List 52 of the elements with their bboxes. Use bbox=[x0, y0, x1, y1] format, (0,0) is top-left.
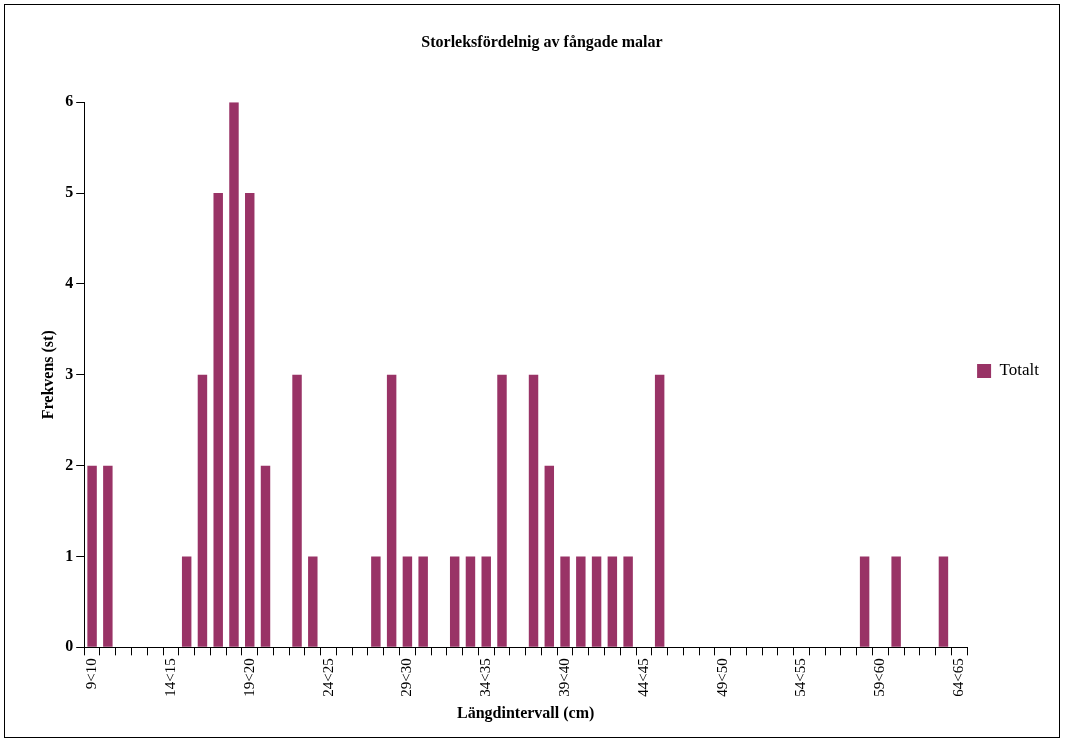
x-tick-label: 14<15 bbox=[161, 658, 178, 697]
bar bbox=[544, 465, 555, 647]
bar bbox=[481, 556, 491, 647]
x-tick-label: 39<40 bbox=[556, 658, 572, 697]
bar bbox=[213, 193, 223, 647]
bar bbox=[623, 556, 633, 647]
x-axis-title: Längdintervall (cm) bbox=[456, 703, 595, 722]
bar bbox=[497, 374, 507, 647]
y-tick-label: 5 bbox=[65, 183, 74, 201]
bar bbox=[371, 556, 381, 647]
x-tick-label: 9<10 bbox=[83, 658, 100, 690]
y-tick-label: 4 bbox=[65, 274, 74, 292]
bar bbox=[87, 465, 97, 647]
x-tick-label: 19<20 bbox=[240, 658, 257, 697]
y-tick-label: 2 bbox=[65, 455, 74, 473]
chart-title: Storleksfördelnig av fångade malar bbox=[421, 32, 663, 51]
x-tick-label: 54<55 bbox=[792, 658, 809, 697]
bar bbox=[938, 556, 949, 647]
bar bbox=[576, 556, 586, 647]
x-tick-label: 29<30 bbox=[398, 658, 415, 697]
bar bbox=[528, 374, 539, 647]
legend-label: Totalt bbox=[999, 360, 1040, 380]
bar bbox=[245, 193, 255, 647]
bar bbox=[591, 556, 602, 647]
bar bbox=[260, 465, 271, 647]
bar bbox=[449, 556, 460, 647]
x-tick-label: 49<50 bbox=[713, 658, 730, 697]
bar bbox=[292, 374, 302, 647]
bar bbox=[181, 556, 192, 647]
bar bbox=[197, 374, 208, 647]
bar bbox=[402, 556, 413, 647]
bar bbox=[103, 465, 113, 647]
bar bbox=[465, 556, 476, 647]
y-axis-title: Frekvens (st) bbox=[38, 330, 57, 420]
x-tick-label: 34<35 bbox=[477, 658, 494, 697]
bar bbox=[891, 556, 901, 647]
bar bbox=[560, 556, 570, 647]
bar bbox=[859, 556, 870, 647]
bar bbox=[386, 374, 397, 647]
bar bbox=[418, 556, 428, 647]
bar bbox=[229, 102, 239, 647]
y-tick-label: 6 bbox=[65, 92, 74, 110]
x-tick-label: 59<60 bbox=[871, 658, 888, 697]
x-tick-label: 24<25 bbox=[319, 658, 336, 697]
x-tick-label: 64<65 bbox=[950, 658, 967, 697]
bar bbox=[607, 556, 618, 647]
y-tick-label: 0 bbox=[65, 637, 74, 655]
x-tick-label: 44<45 bbox=[634, 658, 651, 697]
bar bbox=[308, 556, 318, 647]
bar bbox=[654, 374, 665, 647]
y-tick-label: 3 bbox=[65, 364, 74, 382]
y-tick-label: 1 bbox=[65, 546, 74, 564]
